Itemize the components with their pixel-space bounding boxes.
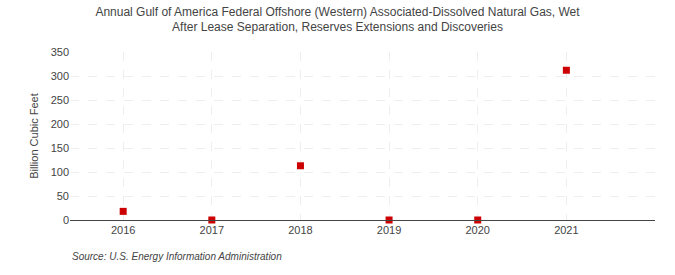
svg-text:2018: 2018 — [288, 224, 312, 236]
svg-text:150: 150 — [51, 142, 69, 154]
svg-text:Billion Cubic Feet: Billion Cubic Feet — [28, 93, 40, 179]
svg-text:2019: 2019 — [377, 224, 401, 236]
svg-text:0: 0 — [63, 214, 69, 226]
svg-text:2020: 2020 — [465, 224, 489, 236]
svg-text:200: 200 — [51, 118, 69, 130]
svg-text:300: 300 — [51, 70, 69, 82]
svg-text:100: 100 — [51, 166, 69, 178]
svg-text:Source: U.S. Energy Informatio: Source: U.S. Energy Information Administ… — [72, 251, 282, 262]
svg-text:2017: 2017 — [200, 224, 224, 236]
svg-text:Annual Gulf of America Federal: Annual Gulf of America Federal Offshore … — [95, 5, 580, 35]
svg-text:50: 50 — [57, 190, 69, 202]
svg-text:350: 350 — [51, 46, 69, 58]
svg-text:2021: 2021 — [554, 224, 578, 236]
svg-text:2016: 2016 — [111, 224, 135, 236]
svg-text:250: 250 — [51, 94, 69, 106]
